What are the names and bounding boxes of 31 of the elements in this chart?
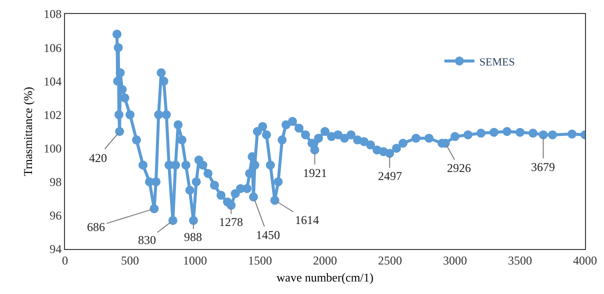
annotation: 3679 [531, 160, 555, 174]
x-tick-label: 500 [121, 253, 139, 268]
y-axis-title: Trnasmittance (%) [20, 86, 35, 176]
annotation: 830 [138, 233, 156, 247]
y-tick-label: 98 [50, 175, 62, 190]
annotation: 1614 [295, 213, 319, 227]
x-tick-label: 2000 [313, 253, 337, 268]
annotation: 1921 [303, 166, 327, 180]
annotation: 1278 [219, 215, 243, 229]
x-tick-label: 0 [62, 253, 68, 268]
annotation: 2497 [378, 169, 402, 183]
annotation: 1450 [256, 228, 280, 242]
y-tick-label: 102 [44, 108, 62, 122]
annotation: 988 [184, 230, 202, 244]
x-tick-label: 1000 [183, 253, 207, 268]
annotation: 2926 [447, 161, 471, 175]
x-tick-label: 3000 [443, 253, 467, 268]
y-tick-label: 94 [50, 242, 62, 256]
x-tick-label: 3500 [508, 253, 532, 268]
y-tick-label: 106 [44, 40, 62, 55]
legend-label: SEMES [479, 56, 515, 68]
y-tick-label: 108 [44, 7, 62, 22]
y-tick-label: 100 [44, 141, 62, 156]
x-tick-label: 4000 [573, 253, 597, 268]
x-axis-title: wave number(cm/1) [276, 270, 374, 284]
x-tick-label: 2500 [378, 253, 402, 268]
annotation: 420 [89, 151, 107, 165]
y-tick-label: 96 [50, 208, 62, 223]
annotation: 686 [87, 220, 105, 234]
x-tick-label: 1500 [248, 253, 272, 268]
y-tick-label: 104 [44, 74, 62, 88]
